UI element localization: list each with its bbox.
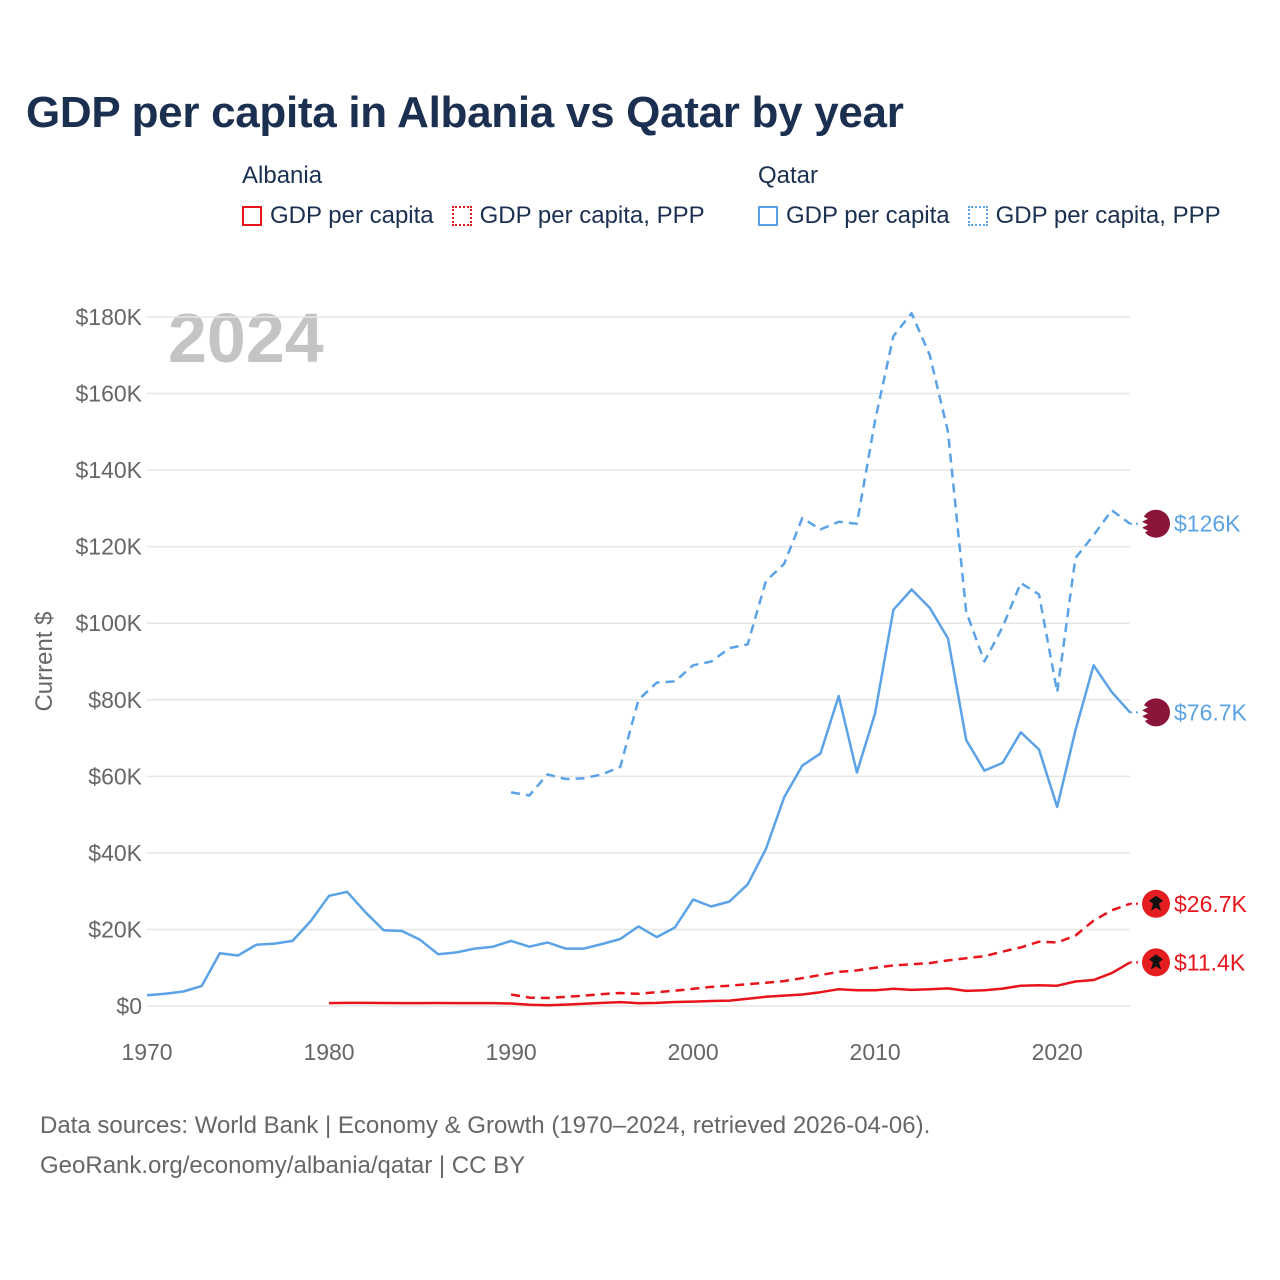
legend-albania-gdp[interactable]: GDP per capita [242, 202, 434, 230]
sources: Data sources: World Bank | Economy & Gro… [40, 1106, 930, 1186]
y-tick-label: $60K [88, 763, 142, 789]
legend-albania-title: Albania [242, 162, 323, 189]
y-tick-label: $180K [75, 304, 142, 330]
legend-swatch-solid [758, 206, 778, 226]
x-tick-label: 2000 [668, 1039, 719, 1065]
legend-swatch-dotted [451, 206, 472, 226]
x-tick-label: 2020 [1032, 1039, 1083, 1065]
qatar-ppp-line [510, 311, 1131, 797]
qatar-gdp-line [146, 588, 1131, 997]
x-tick-label: 1990 [485, 1039, 536, 1065]
legend-label: GDP per capita [786, 202, 950, 229]
qatar-flag-stripe [1142, 515, 1148, 534]
legend-albania: Albania GDP per capita GDP per capita, P… [242, 162, 723, 230]
legend-albania-gdp-ppp[interactable]: GDP per capita, PPP [451, 202, 705, 230]
legend-qatar-gdp-ppp[interactable]: GDP per capita, PPP [967, 202, 1221, 230]
end-value-label: $11.4K [1174, 949, 1246, 975]
x-tick-label: 1970 [121, 1039, 172, 1065]
legend-qatar-gdp[interactable]: GDP per capita [758, 202, 950, 230]
albania-ppp-line [510, 902, 1131, 1000]
sources-line-1: Data sources: World Bank | Economy & Gro… [40, 1112, 931, 1139]
y-tick-label: $120K [75, 534, 142, 560]
legend-swatch-solid [242, 206, 262, 226]
y-tick-label: $0 [116, 993, 142, 1019]
sources-line-2[interactable]: GeoRank.org/economy/albania/qatar | CC B… [40, 1152, 526, 1179]
legend-swatch-dotted [967, 206, 988, 226]
legend-label: GDP per capita, PPP [479, 202, 705, 229]
y-tick-label: $140K [75, 457, 142, 483]
qatar-flag-icon [1142, 509, 1170, 538]
legend-label: GDP per capita, PPP [995, 202, 1221, 229]
y-axis-label: Current $ [31, 611, 58, 711]
end-value-label: $76.7K [1174, 699, 1248, 725]
legend-label: GDP per capita [270, 202, 434, 229]
y-tick-label: $100K [75, 610, 142, 636]
qatar-flag-stripe [1142, 704, 1148, 723]
year-watermark: 2024 [168, 299, 324, 377]
legend-qatar-title: Qatar [758, 162, 819, 189]
end-value-label: $126K [1174, 511, 1241, 537]
albania-eagle-icon [1149, 954, 1163, 970]
chart-title: GDP per capita in Albania vs Qatar by ye… [26, 88, 904, 137]
y-tick-label: $40K [88, 840, 142, 866]
y-tick-label: $80K [88, 687, 142, 713]
end-value-label: $26.7K [1174, 891, 1248, 917]
y-tick-label: $160K [75, 381, 142, 407]
albania-gdp-line [328, 961, 1131, 1007]
y-tick-label: $20K [88, 916, 142, 942]
qatar-flag-icon [1142, 698, 1170, 727]
x-tick-label: 1980 [303, 1039, 354, 1065]
x-tick-label: 2010 [850, 1039, 901, 1065]
legend-qatar: Qatar GDP per capita GDP per capita, PPP [758, 162, 1239, 230]
albania-eagle-icon [1149, 895, 1163, 911]
